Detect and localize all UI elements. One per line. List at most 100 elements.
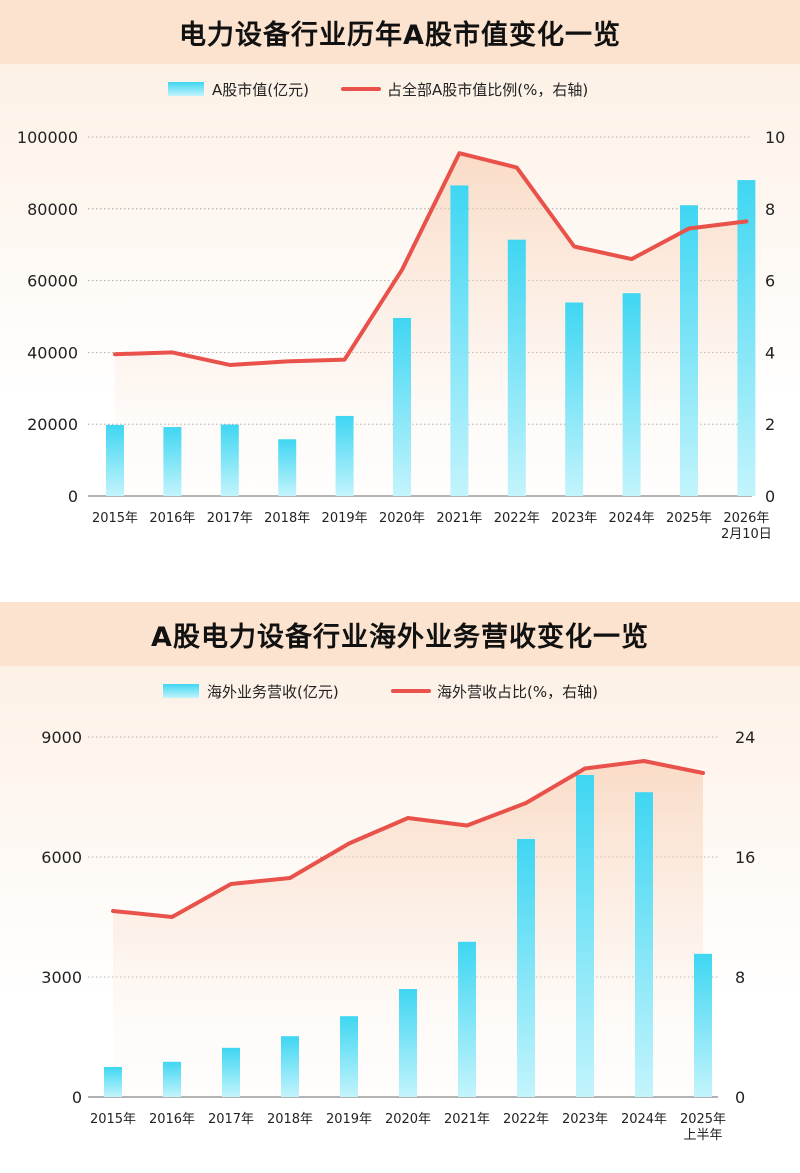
line-point-3 xyxy=(285,359,289,363)
bar-5 xyxy=(399,989,417,1097)
line-point-8 xyxy=(572,244,576,249)
legend-bar-label: 海外业务营收(亿元) xyxy=(207,683,339,701)
line-point-9 xyxy=(642,759,646,763)
y-left-tick: 0 xyxy=(72,1088,82,1107)
ratio-line xyxy=(113,151,749,367)
line-point-1 xyxy=(170,350,174,354)
line-point-1 xyxy=(170,915,174,919)
y-left-tick: 0 xyxy=(68,487,78,506)
bar-8 xyxy=(576,775,594,1097)
y-left-tick: 6000 xyxy=(41,848,82,867)
bar-7 xyxy=(517,839,535,1097)
line-point-4 xyxy=(347,841,351,846)
y-right-tick: 8 xyxy=(765,200,775,219)
x-tick-label: 上半年 xyxy=(683,1128,722,1143)
line-point-0 xyxy=(111,909,115,913)
y-left-tick: 60000 xyxy=(27,272,78,291)
line-area xyxy=(115,153,747,496)
x-tick-label: 2025年 xyxy=(666,511,712,526)
bar-4 xyxy=(335,415,354,496)
bar-0 xyxy=(104,1067,122,1097)
x-tick-label: 2018年 xyxy=(264,511,310,526)
line-point-10 xyxy=(687,226,691,231)
y-right-tick: 4 xyxy=(765,343,775,362)
bar-10 xyxy=(694,953,712,1097)
x-tick-label: 2021年 xyxy=(436,511,482,526)
x-tick-label: 2024年 xyxy=(621,1112,667,1127)
bar-10 xyxy=(680,205,698,496)
y-left-tick: 80000 xyxy=(27,200,78,219)
line-point-9 xyxy=(630,257,634,261)
y-right-tick: 16 xyxy=(735,848,755,867)
bar-2 xyxy=(222,1047,240,1097)
x-tick-label: 2020年 xyxy=(379,511,425,526)
line-point-6 xyxy=(465,823,469,828)
legend-line-label: 海外营收占比(%，右轴) xyxy=(437,683,598,701)
bar-2 xyxy=(220,424,239,496)
y-right-tick: 2 xyxy=(765,415,775,434)
y-right-tick: 0 xyxy=(765,487,775,506)
bar-1 xyxy=(163,427,182,496)
chart-1-svg: A股市值(亿元) 占全部A股市值比例(%，右轴) 0 20000 40000 60000 8… xyxy=(17,81,785,542)
y-left-tick: 100000 xyxy=(17,128,78,147)
x-tick-label: 2022年 xyxy=(494,511,540,526)
x-tick-label: 2026年 xyxy=(723,511,769,526)
bar-5 xyxy=(393,317,411,496)
x-tick-label: 2016年 xyxy=(149,1112,195,1127)
x-tick-label: 2月10日 xyxy=(721,527,772,542)
y-left-tick: 40000 xyxy=(27,343,78,362)
line-point-5 xyxy=(400,268,404,272)
bar-0 xyxy=(106,424,124,496)
y-left-tick: 9000 xyxy=(41,728,82,747)
line-point-8 xyxy=(583,766,587,771)
y-left-tick: 20000 xyxy=(27,415,78,434)
line-point-6 xyxy=(457,151,461,155)
chart-2-panel: 海外业务营收(亿元) 海外营收占比(%，右轴) 0 3000 6000 9000 0 8 16 2… xyxy=(0,666,800,1173)
bar-6 xyxy=(458,941,476,1097)
line-point-4 xyxy=(343,357,347,362)
x-tick-label: 2022年 xyxy=(503,1112,549,1127)
bar-4 xyxy=(340,1016,358,1097)
line-area xyxy=(113,761,703,1097)
line-point-11 xyxy=(744,219,749,223)
x-tick-label: 2021年 xyxy=(444,1112,490,1127)
y-left-tick: 3000 xyxy=(41,968,82,987)
bar-6 xyxy=(450,185,469,496)
line-point-3 xyxy=(288,876,292,880)
chart-1-title: 电力设备行业历年A股市值变化一览 xyxy=(0,0,800,64)
legend-bar-swatch xyxy=(168,82,204,96)
x-tick-label: 2023年 xyxy=(551,511,597,526)
x-tick-label: 2019年 xyxy=(322,511,368,526)
x-tick-label: 2025年 xyxy=(680,1112,726,1127)
bar-1 xyxy=(163,1061,181,1097)
bar-8 xyxy=(565,302,584,496)
bar-11 xyxy=(737,180,756,496)
bar-3 xyxy=(278,439,297,496)
legend-bar-swatch xyxy=(163,684,199,698)
bar-7 xyxy=(507,239,526,496)
x-tick-label: 2023年 xyxy=(562,1112,608,1127)
y-right-tick: 24 xyxy=(735,728,755,747)
chart-2-title: A股电力设备行业海外业务营收变化一览 xyxy=(0,602,800,666)
y-right-tick: 0 xyxy=(735,1088,745,1107)
x-tick-label: 2020年 xyxy=(385,1112,431,1127)
line-point-0 xyxy=(113,352,117,356)
y-right-tick: 6 xyxy=(765,272,775,291)
bar-9 xyxy=(622,293,641,496)
line-point-5 xyxy=(406,816,410,820)
chart-1-panel: A股市值(亿元) 占全部A股市值比例(%，右轴) 0 20000 40000 60000 8… xyxy=(0,64,800,580)
line-point-2 xyxy=(229,882,233,886)
y-right-tick: 8 xyxy=(735,968,745,987)
legend-line-label: 占全部A股市值比例(%，右轴) xyxy=(387,81,588,99)
x-tick-label: 2015年 xyxy=(90,1112,136,1127)
bar-9 xyxy=(635,792,653,1097)
x-tick-label: 2017年 xyxy=(208,1112,254,1127)
line-point-7 xyxy=(515,165,519,170)
x-tick-label: 2015年 xyxy=(92,511,138,526)
legend-bar-label: A股市值(亿元) xyxy=(212,81,309,99)
x-tick-label: 2016年 xyxy=(149,511,195,526)
y-right-tick: 10 xyxy=(765,128,785,147)
chart-2-svg: 海外业务营收(亿元) 海外营收占比(%，右轴) 0 3000 6000 9000 0 8 16 2… xyxy=(41,683,755,1143)
line-point-7 xyxy=(524,801,528,805)
line-point-10 xyxy=(701,771,705,775)
